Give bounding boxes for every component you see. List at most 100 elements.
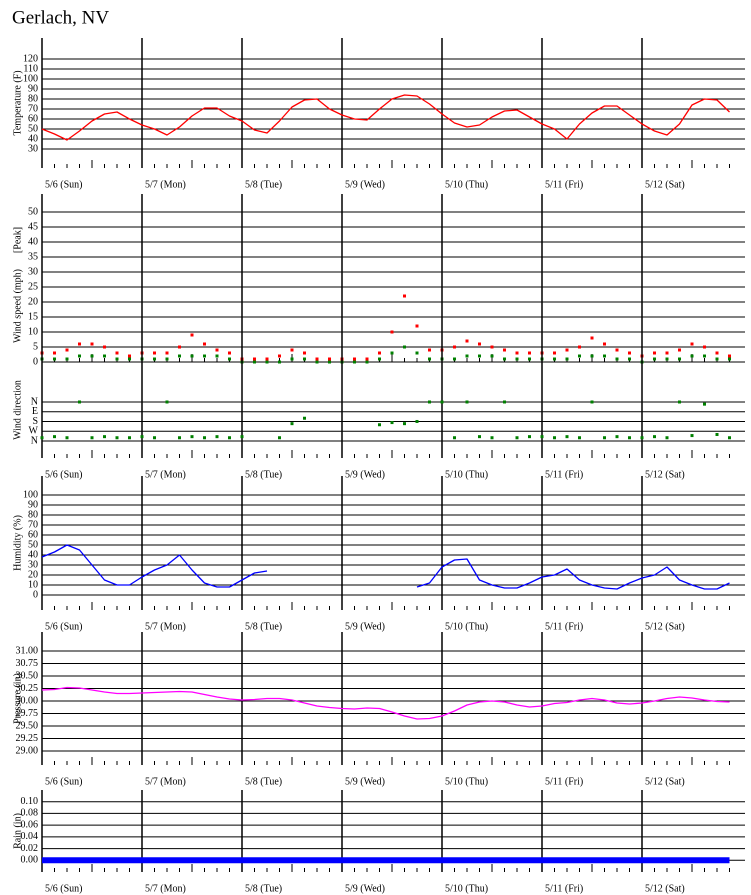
data-point [715, 432, 719, 436]
y-tick-label: 29.50 [16, 720, 39, 731]
data-point [428, 400, 431, 404]
y-tick-label: 30 [28, 266, 38, 277]
y-axis-label: Wind speed (mph) [12, 269, 23, 343]
y-tick-label: 60 [28, 529, 38, 540]
y-tick-label: 50 [28, 206, 38, 217]
data-point [703, 402, 706, 406]
data-point [328, 357, 331, 361]
data-point [390, 421, 394, 425]
data-point [478, 435, 481, 439]
x-tick-label: 5/7 (Mon) [145, 179, 186, 190]
data-point [253, 357, 256, 361]
data-point [365, 357, 369, 361]
data-point [590, 400, 594, 404]
y-axis-label: Pressure (in) [12, 673, 23, 724]
y-tick-label: 45 [28, 221, 38, 232]
y-tick-label: E [32, 406, 38, 417]
data-point [490, 345, 494, 349]
data-point [190, 435, 194, 439]
data-point [140, 435, 144, 439]
data-point [153, 357, 156, 361]
y-tick-label: 30.00 [16, 695, 39, 706]
y-tick-label: 29.00 [16, 745, 39, 756]
data-point [628, 357, 631, 361]
data-point [315, 357, 319, 361]
x-tick-label: 5/9 (Wed) [345, 883, 385, 894]
x-tick-label: 5/10 (Thu) [445, 179, 488, 190]
y-tick-label: 80 [28, 93, 38, 104]
data-point [128, 436, 131, 440]
data-point [565, 348, 569, 352]
data-point [103, 435, 106, 439]
data-point [228, 436, 231, 440]
x-tick-label: 5/11 (Fri) [545, 179, 583, 190]
data-point [403, 345, 406, 349]
data-point [90, 354, 94, 358]
data-point [653, 351, 656, 355]
data-point [78, 342, 81, 346]
y-tick-label: 30 [28, 559, 38, 570]
data-point [628, 436, 631, 440]
y-tick-label: 0.02 [21, 843, 39, 854]
data-point [103, 345, 106, 349]
data-point [728, 357, 731, 361]
data-point [465, 354, 469, 358]
data-point [115, 436, 119, 440]
data-point [615, 435, 619, 439]
x-tick-label: 5/10 (Thu) [445, 469, 488, 480]
data-point [203, 436, 206, 440]
data-point [53, 351, 56, 355]
y-tick-label: 40 [28, 133, 38, 144]
y-tick-label: 0 [33, 356, 38, 367]
x-tick-label: 5/7 (Mon) [145, 469, 186, 480]
data-point [315, 360, 319, 364]
data-point [703, 345, 706, 349]
data-point [590, 336, 594, 340]
y-tick-label: 0.08 [21, 808, 39, 819]
data-point [653, 435, 656, 439]
data-point [265, 360, 269, 364]
x-tick-label: 5/8 (Tue) [245, 179, 282, 190]
data-point [215, 435, 219, 439]
y-tick-label: 40 [28, 236, 38, 247]
data-point [553, 357, 556, 361]
data-point [528, 357, 531, 361]
y-tick-label: 0.04 [21, 831, 39, 842]
data-point [215, 348, 219, 352]
x-tick-label: 5/8 (Tue) [245, 621, 282, 632]
x-tick-label: 5/7 (Mon) [145, 621, 186, 632]
x-tick-label: 5/11 (Fri) [545, 776, 583, 787]
data-point [403, 422, 406, 426]
data-point [153, 436, 156, 440]
data-point [565, 435, 569, 439]
data-point [603, 354, 606, 358]
x-tick-label: 5/12 (Sat) [645, 179, 685, 190]
data-point [503, 357, 506, 361]
y-axis-label: Wind direction [12, 380, 23, 440]
data-point [478, 354, 481, 358]
data-point [665, 357, 669, 361]
y-tick-label: 80 [28, 509, 38, 520]
x-tick-label: 5/9 (Wed) [345, 179, 385, 190]
data-point [178, 354, 181, 358]
data-point [665, 351, 669, 355]
data-point [90, 342, 94, 346]
y-tick-label: 50 [28, 539, 38, 550]
y-tick-label: 100 [23, 73, 38, 84]
data-point [278, 436, 281, 440]
x-tick-label: 5/7 (Mon) [145, 883, 186, 894]
x-tick-label: 5/9 (Wed) [345, 776, 385, 787]
y-tick-label: 29.75 [16, 708, 39, 719]
x-tick-label: 5/6 (Sun) [45, 776, 83, 787]
data-point [453, 436, 456, 440]
x-tick-label: 5/6 (Sun) [45, 621, 83, 632]
y-axis-label: Temperature (F) [12, 70, 23, 135]
data-point [453, 357, 456, 361]
data-point [115, 357, 119, 361]
data-point [565, 357, 569, 361]
x-tick-label: 5/11 (Fri) [545, 469, 583, 480]
data-point [415, 324, 419, 328]
y-tick-label: 0.00 [21, 855, 39, 866]
data-point [353, 360, 356, 364]
data-point [53, 435, 56, 439]
